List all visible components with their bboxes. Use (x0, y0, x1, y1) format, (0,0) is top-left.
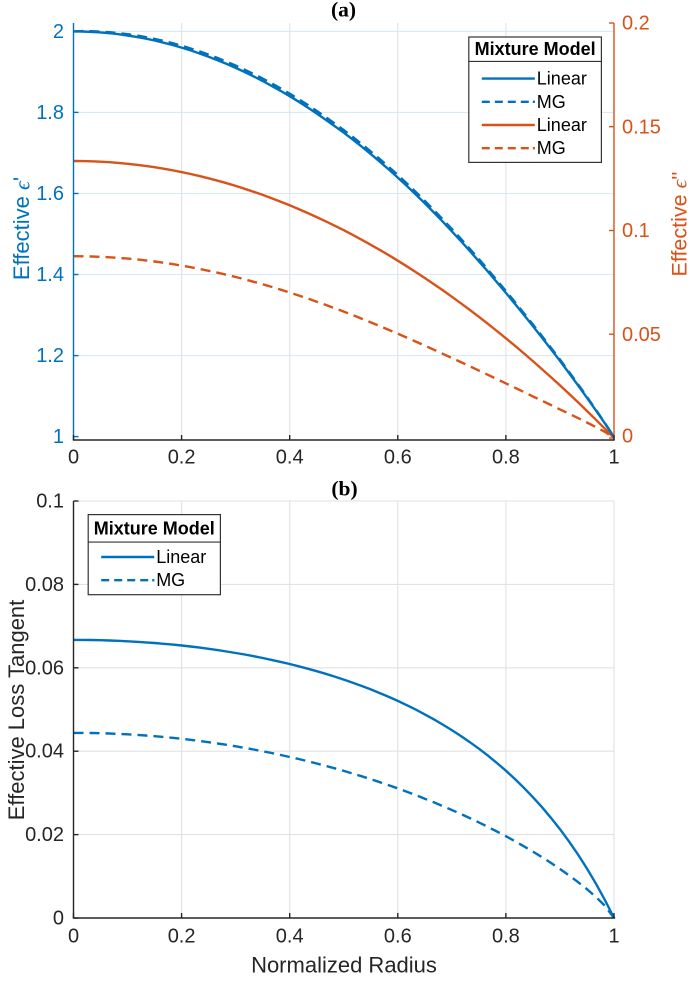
svg-text:1.8: 1.8 (36, 102, 64, 124)
svg-text:0.8: 0.8 (492, 926, 520, 948)
svg-text:1.2: 1.2 (36, 345, 64, 367)
svg-text:(b): (b) (331, 477, 357, 501)
svg-text:0: 0 (68, 926, 79, 948)
svg-text:1: 1 (608, 926, 619, 948)
svg-text:0.2: 0.2 (168, 926, 196, 948)
svg-text:0.02: 0.02 (25, 824, 64, 846)
svg-text:0.05: 0.05 (622, 324, 661, 346)
svg-text:0.15: 0.15 (622, 116, 661, 138)
svg-text:1.6: 1.6 (36, 183, 64, 205)
svg-text:0.04: 0.04 (25, 741, 64, 763)
svg-text:0.6: 0.6 (384, 447, 412, 469)
svg-text:0.2: 0.2 (168, 447, 196, 469)
svg-text:0.4: 0.4 (276, 926, 304, 948)
svg-text:0.6: 0.6 (384, 926, 412, 948)
svg-text:Effective ϵ': Effective ϵ' (9, 177, 34, 280)
svg-text:Linear: Linear (537, 115, 587, 135)
svg-text:0.1: 0.1 (622, 220, 650, 242)
svg-text:Normalized Radius: Normalized Radius (251, 953, 437, 977)
svg-text:MG: MG (537, 138, 566, 158)
svg-text:Effective Loss Tangent: Effective Loss Tangent (4, 600, 29, 821)
svg-text:0.8: 0.8 (492, 447, 520, 469)
svg-text:0.4: 0.4 (276, 447, 304, 469)
svg-text:0: 0 (622, 426, 633, 448)
svg-text:0: 0 (68, 447, 79, 469)
svg-text:Effective ϵ'': Effective ϵ'' (668, 172, 690, 277)
svg-text:1.4: 1.4 (36, 264, 64, 286)
svg-text:MG: MG (537, 92, 566, 112)
svg-text:Linear: Linear (156, 547, 206, 567)
svg-text:0: 0 (53, 908, 64, 930)
svg-text:MG: MG (156, 570, 185, 590)
svg-text:1: 1 (608, 447, 619, 469)
svg-text:0.1: 0.1 (36, 491, 64, 513)
svg-text:Mixture Model: Mixture Model (475, 39, 596, 59)
svg-text:Mixture Model: Mixture Model (94, 518, 215, 538)
svg-text:(a): (a) (331, 0, 356, 22)
svg-text:Linear: Linear (537, 69, 587, 89)
svg-text:0.06: 0.06 (25, 657, 64, 679)
svg-text:2: 2 (53, 21, 64, 43)
svg-text:0.2: 0.2 (622, 13, 650, 35)
svg-text:1: 1 (53, 426, 64, 448)
svg-text:0.08: 0.08 (25, 574, 64, 596)
